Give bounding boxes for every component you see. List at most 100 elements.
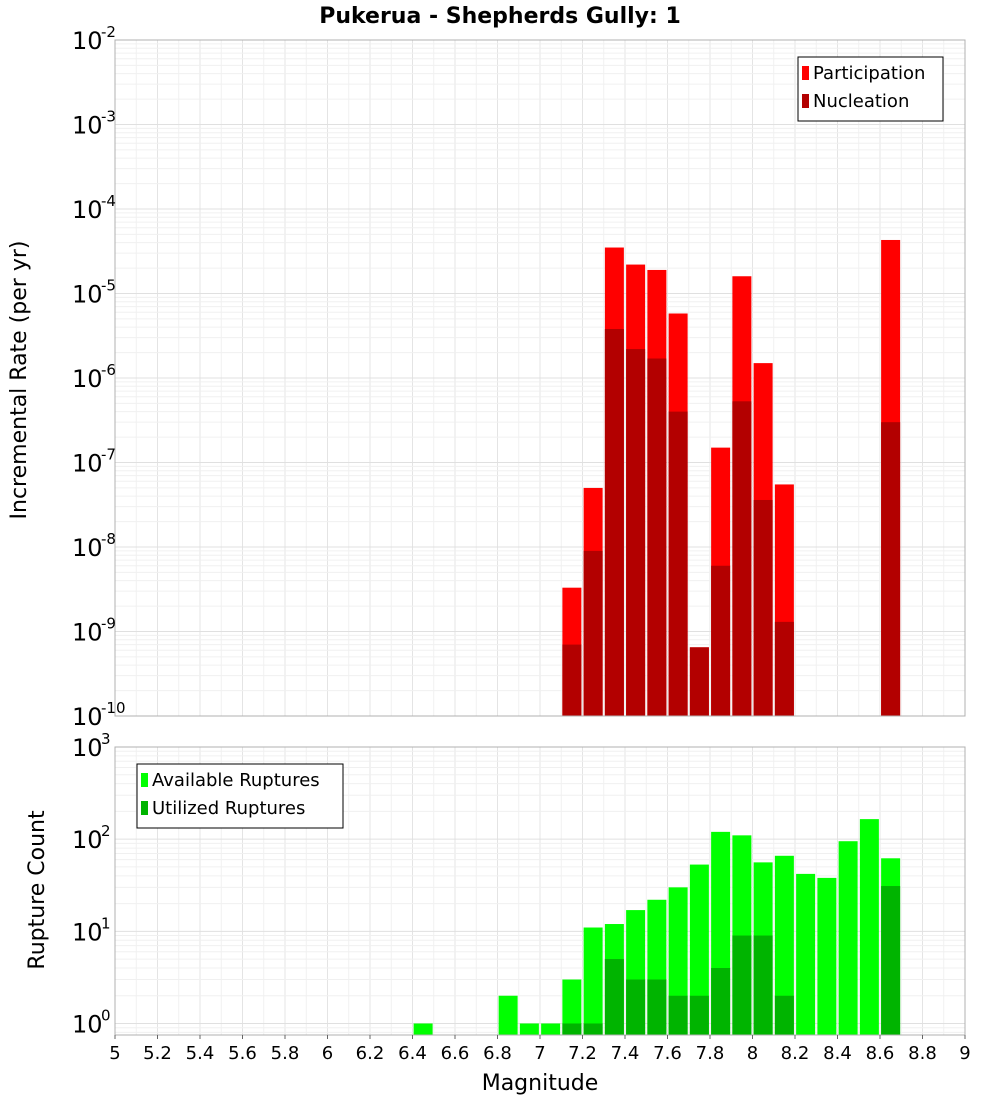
- bottom-y-tick-label: 10: [72, 734, 103, 762]
- top-bar-nucleation: [562, 644, 582, 716]
- bottom-x-tick-label: 7: [534, 1043, 545, 1064]
- bottom-x-tick-label: 7.4: [611, 1043, 640, 1064]
- bottom-bar-available-ruptures: [689, 864, 709, 1035]
- bottom-bar-utilized-ruptures: [774, 995, 794, 1035]
- bottom-bar-utilized-ruptures: [753, 935, 773, 1035]
- top-y-tick-label: 10: [72, 619, 103, 647]
- top-y-tick-label: 10: [72, 27, 103, 55]
- top-plot-frame: [114, 39, 966, 717]
- bottom-y-tick-exponent: 3: [101, 730, 111, 748]
- bottom-x-tick-label: 9: [959, 1043, 970, 1064]
- top-plot-layer: 10-1010-910-810-710-610-510-410-310-2Par…: [72, 23, 966, 731]
- bottom-bar-available-ruptures: [796, 873, 816, 1035]
- bottom-bar-utilized-ruptures: [689, 995, 709, 1035]
- top-bar-nucleation: [668, 411, 688, 716]
- bottom-bar-available-ruptures: [838, 841, 858, 1035]
- top-bar-nucleation: [881, 422, 901, 716]
- top-y-tick-exponent: -6: [101, 361, 116, 379]
- bottom-bar-utilized-ruptures: [881, 886, 901, 1035]
- bottom-legend-swatch: [141, 773, 148, 787]
- top-bar-nucleation: [647, 358, 667, 716]
- bottom-x-tick-label: 5.4: [186, 1043, 215, 1064]
- top-bar-nucleation: [753, 499, 773, 716]
- bottom-bar-available-ruptures: [817, 877, 837, 1035]
- bottom-bar-utilized-ruptures: [732, 935, 752, 1035]
- top-legend-swatch: [802, 94, 809, 108]
- top-bar-nucleation: [689, 647, 709, 716]
- x-axis-label: Magnitude: [482, 1071, 599, 1096]
- bottom-x-tick-label: 8: [747, 1043, 758, 1064]
- bottom-x-tick-label: 6.4: [398, 1043, 427, 1064]
- bottom-x-tick-label: 5: [109, 1043, 120, 1064]
- bottom-x-tick-label: 6.6: [441, 1043, 470, 1064]
- top-y-tick-exponent: -4: [101, 192, 116, 210]
- top-bar-nucleation: [604, 329, 624, 716]
- bottom-bar-utilized-ruptures: [711, 967, 731, 1035]
- bottom-bar-utilized-ruptures: [668, 995, 688, 1035]
- bottom-legend-label: Utilized Ruptures: [152, 798, 305, 819]
- top-bar-nucleation: [626, 349, 646, 716]
- bottom-x-tick-label: 8.8: [908, 1043, 937, 1064]
- bottom-bar-utilized-ruptures: [604, 959, 624, 1035]
- top-y-tick-exponent: -9: [101, 615, 116, 633]
- bottom-x-tick-label: 8.4: [823, 1043, 852, 1064]
- bottom-bar-available-ruptures: [774, 855, 794, 1035]
- top-legend-swatch: [802, 66, 809, 80]
- top-bar-nucleation: [732, 401, 752, 716]
- bottom-y-tick-exponent: 2: [101, 822, 111, 840]
- top-y-tick-exponent: -8: [101, 530, 116, 548]
- top-legend-label: Participation: [813, 63, 925, 84]
- bottom-x-tick-label: 6.8: [483, 1043, 512, 1064]
- bottom-y-tick-exponent: 0: [101, 1006, 111, 1024]
- bottom-y-tick-label: 10: [72, 918, 103, 946]
- top-legend-label: Nucleation: [813, 91, 909, 112]
- top-y-axis-label: Incremental Rate (per yr): [7, 241, 32, 520]
- top-bar-nucleation: [774, 621, 794, 716]
- bottom-legend-box: [136, 763, 344, 829]
- bottom-x-tick-label: 5.6: [228, 1043, 257, 1064]
- bottom-bar-utilized-ruptures: [647, 979, 667, 1035]
- top-y-tick-label: 10: [72, 703, 103, 731]
- bottom-x-tick-label: 8.2: [781, 1043, 810, 1064]
- top-y-tick-exponent: -5: [101, 277, 116, 295]
- top-y-tick-exponent: -10: [101, 699, 126, 717]
- bottom-y-tick-label: 10: [72, 1010, 103, 1038]
- bottom-x-tick-label: 8.6: [866, 1043, 895, 1064]
- top-y-tick-label: 10: [72, 196, 103, 224]
- bottom-legend-label: Available Ruptures: [152, 770, 320, 791]
- bottom-x-tick-label: 7.8: [696, 1043, 725, 1064]
- bottom-x-tick-label: 6: [322, 1043, 333, 1064]
- top-y-tick-label: 10: [72, 534, 103, 562]
- bottom-x-tick-label: 5.8: [271, 1043, 300, 1064]
- bottom-bar-available-ruptures: [583, 927, 603, 1035]
- bottom-bar-available-ruptures: [541, 1023, 561, 1035]
- bottom-x-tick-label: 5.2: [143, 1043, 172, 1064]
- bottom-bar-utilized-ruptures: [562, 1023, 582, 1035]
- bottom-y-tick-label: 10: [72, 826, 103, 854]
- bottom-bar-available-ruptures: [519, 1023, 539, 1035]
- top-y-tick-exponent: -2: [101, 23, 116, 41]
- bottom-bar-available-ruptures: [413, 1023, 433, 1035]
- bottom-x-tick-label: 7.2: [568, 1043, 597, 1064]
- bottom-bar-available-ruptures: [562, 979, 582, 1035]
- top-y-tick-exponent: -3: [101, 108, 116, 126]
- top-y-tick-label: 10: [72, 365, 103, 393]
- chart-title: Pukerua - Shepherds Gully: 1: [319, 4, 681, 29]
- bottom-bar-utilized-ruptures: [626, 979, 646, 1035]
- top-bar-nucleation: [583, 550, 603, 716]
- top-y-tick-label: 10: [72, 112, 103, 140]
- bottom-x-tick-label: 7.6: [653, 1043, 682, 1064]
- top-y-tick-label: 10: [72, 450, 103, 478]
- bottom-bar-utilized-ruptures: [583, 1023, 603, 1035]
- top-y-tick-label: 10: [72, 281, 103, 309]
- bottom-bar-available-ruptures: [859, 819, 879, 1035]
- top-legend-box: [797, 56, 944, 122]
- bottom-y-axis-label: Rupture Count: [25, 810, 50, 970]
- bottom-legend-swatch: [141, 801, 148, 815]
- top-bar-nucleation: [711, 565, 731, 716]
- bottom-bar-available-ruptures: [498, 995, 518, 1035]
- top-y-tick-exponent: -7: [101, 446, 116, 464]
- bottom-y-tick-exponent: 1: [101, 914, 111, 932]
